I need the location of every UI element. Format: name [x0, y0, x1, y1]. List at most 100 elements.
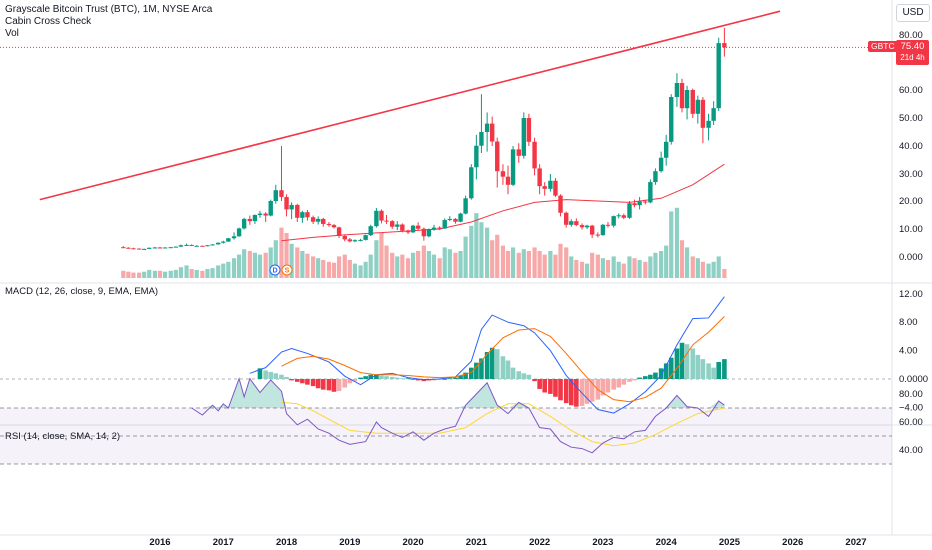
- rsi-axis-label: 60.00: [899, 417, 923, 428]
- volume-bar: [569, 256, 574, 278]
- volume-bar: [147, 269, 152, 278]
- candle-body: [469, 167, 474, 199]
- candle-body: [632, 203, 637, 206]
- volume-bar: [558, 243, 563, 278]
- macd-histogram-bar: [548, 379, 553, 394]
- candle-body: [284, 196, 289, 210]
- volume-bar: [474, 213, 479, 278]
- indicator-cabin-cross-check[interactable]: Cabin Cross Check: [5, 16, 92, 27]
- volume-bar: [469, 225, 474, 278]
- macd-histogram-bar: [474, 362, 479, 379]
- candle-body: [295, 204, 300, 218]
- candle-body: [216, 242, 221, 245]
- candle-body: [168, 247, 173, 249]
- currency-button[interactable]: USD: [896, 4, 930, 22]
- volume-bar: [548, 251, 553, 278]
- volume-bar: [363, 261, 368, 278]
- macd-histogram-bar: [510, 367, 516, 379]
- symbol-title[interactable]: Grayscale Bitcoin Trust (BTC), 1M, NYSE …: [5, 4, 213, 15]
- candle-body: [637, 201, 642, 206]
- indicator-volume[interactable]: Vol: [5, 28, 19, 39]
- rsi-axis-label: 80.00: [899, 389, 923, 400]
- volume-bar: [674, 207, 680, 278]
- volume-bar: [616, 261, 621, 278]
- macd-histogram-bar: [505, 360, 511, 379]
- candle-body: [447, 218, 452, 221]
- macd-axis-label: 4.00: [899, 346, 918, 357]
- volume-bar: [311, 256, 316, 278]
- candle-body: [247, 218, 253, 222]
- macd-histogram-bar: [600, 379, 606, 396]
- time-axis-label: 2017: [213, 537, 234, 548]
- macd-histogram-bar: [389, 376, 395, 379]
- candle-body: [663, 141, 669, 158]
- macd-histogram-bar: [643, 376, 648, 379]
- volume-bar: [390, 252, 395, 278]
- candle-body: [368, 226, 373, 236]
- candle-body: [616, 215, 621, 217]
- time-axis-label: 2025: [719, 537, 741, 548]
- rsi-title[interactable]: RSI (14, close, SMA, 14, 2): [5, 431, 121, 442]
- volume-bar: [336, 256, 342, 278]
- volume-bar: [447, 249, 452, 278]
- macd-histogram-bar: [405, 378, 411, 380]
- time-axis-label: 2019: [339, 537, 360, 548]
- volume-bar: [716, 256, 721, 278]
- macd-histogram-bar: [415, 379, 421, 381]
- candle-body: [147, 247, 152, 249]
- volume-bar: [516, 252, 521, 278]
- volume-bar: [300, 251, 305, 278]
- candle-body: [700, 99, 706, 128]
- candle-body: [669, 97, 674, 142]
- event-marker-s: [281, 264, 293, 276]
- candle-body: [379, 210, 384, 221]
- macd-histogram-bar: [542, 379, 547, 393]
- macd-histogram-bar: [605, 379, 611, 393]
- candle-body: [400, 224, 405, 231]
- volume-bar: [342, 254, 347, 278]
- macd-histogram-bar: [410, 379, 416, 380]
- volume-bar: [711, 261, 716, 278]
- candle-body: [178, 245, 184, 247]
- volume-bar: [231, 258, 237, 278]
- macd-histogram-bar: [716, 361, 721, 379]
- volume-bar: [532, 247, 537, 278]
- macd-histogram-bar: [621, 379, 627, 385]
- rsi-overbought-fill: [218, 403, 224, 408]
- volume-bar: [305, 253, 310, 278]
- macd-histogram-bar: [516, 371, 522, 379]
- candle-body: [358, 239, 363, 241]
- macd-histogram-bar: [358, 377, 363, 379]
- volume-bar: [637, 260, 642, 278]
- macd-histogram-bar: [310, 379, 316, 387]
- macd-histogram-bar: [326, 379, 332, 391]
- volume-bar: [321, 260, 326, 278]
- volume-bar: [173, 269, 178, 278]
- macd-histogram-bar: [711, 367, 716, 379]
- macd-histogram-bar: [442, 379, 448, 380]
- macd-histogram-bar: [611, 379, 616, 390]
- volume-bar: [368, 254, 373, 278]
- volume-bar: [347, 260, 352, 278]
- volume-bar: [500, 245, 506, 278]
- candle-body: [542, 186, 547, 189]
- macd-histogram-bar: [458, 375, 463, 379]
- volume-bar: [648, 256, 653, 278]
- macd-histogram-bar: [674, 348, 680, 379]
- candle-body: [548, 180, 553, 189]
- macd-title[interactable]: MACD (12, 26, close, 9, EMA, EMA): [5, 286, 159, 297]
- candle-body: [390, 221, 395, 227]
- volume-bar: [574, 260, 579, 278]
- macd-histogram-bar: [284, 376, 289, 379]
- volume-bar: [121, 270, 126, 278]
- volume-bar: [131, 272, 136, 278]
- volume-bar: [579, 261, 585, 278]
- time-axis-label: 2026: [782, 537, 803, 548]
- volume-bar: [247, 251, 252, 278]
- candle-body: [157, 247, 163, 249]
- volume-bar: [178, 267, 183, 278]
- macd-histogram-bar: [342, 379, 348, 388]
- macd-axis-label: −4.00: [899, 402, 923, 413]
- volume-bar: [458, 251, 463, 278]
